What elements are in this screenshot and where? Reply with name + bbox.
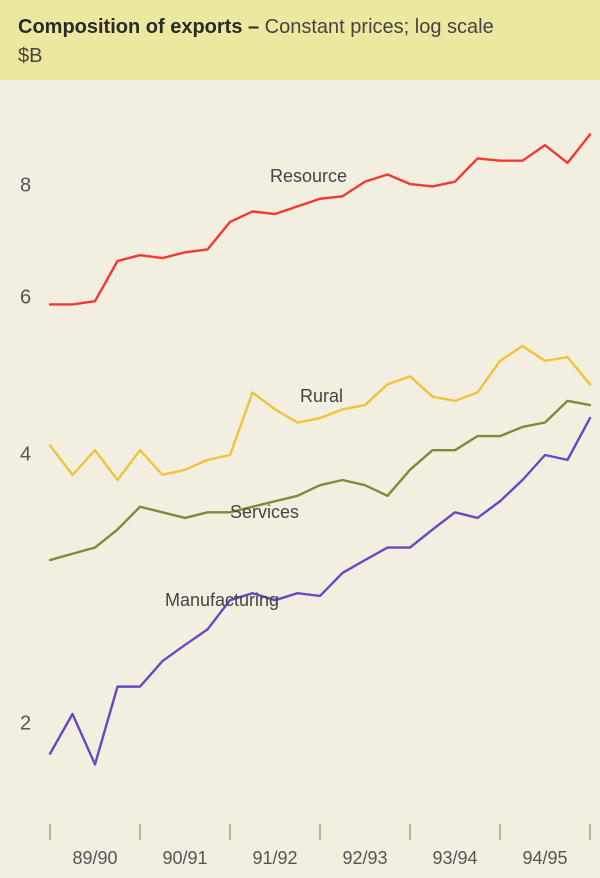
x-tick-label: 91/92 bbox=[252, 848, 297, 869]
chart-header: Composition of exports – Constant prices… bbox=[0, 0, 600, 80]
x-tick-label: 90/91 bbox=[162, 848, 207, 869]
title-rest: Constant prices; log scale bbox=[259, 16, 494, 38]
y-tick-label: 2 bbox=[20, 712, 31, 735]
title-unit: $B bbox=[18, 43, 582, 70]
series-label-resource: Resource bbox=[270, 166, 347, 187]
title-bold: Composition of exports – bbox=[18, 16, 259, 38]
series-line-services bbox=[50, 401, 590, 560]
chart-svg bbox=[0, 80, 600, 878]
x-tick-label: 94/95 bbox=[522, 848, 567, 869]
y-tick-label: 8 bbox=[20, 175, 31, 198]
y-tick-label: 4 bbox=[20, 444, 31, 467]
series-line-manufacturing bbox=[50, 418, 590, 764]
series-line-rural bbox=[50, 346, 590, 480]
x-tick-label: 92/93 bbox=[342, 848, 387, 869]
y-tick-label: 6 bbox=[20, 286, 31, 309]
series-label-manufacturing: Manufacturing bbox=[165, 590, 279, 611]
chart-plot-area: 2 4 6 8 89/90 90/91 91/92 92/93 93/94 94/95 Resour… bbox=[0, 80, 600, 878]
series-label-services: Services bbox=[230, 502, 299, 523]
x-tick-label: 93/94 bbox=[432, 848, 477, 869]
series-line-resource bbox=[50, 134, 590, 304]
x-tick-label: 89/90 bbox=[72, 848, 117, 869]
series-label-rural: Rural bbox=[300, 386, 343, 407]
